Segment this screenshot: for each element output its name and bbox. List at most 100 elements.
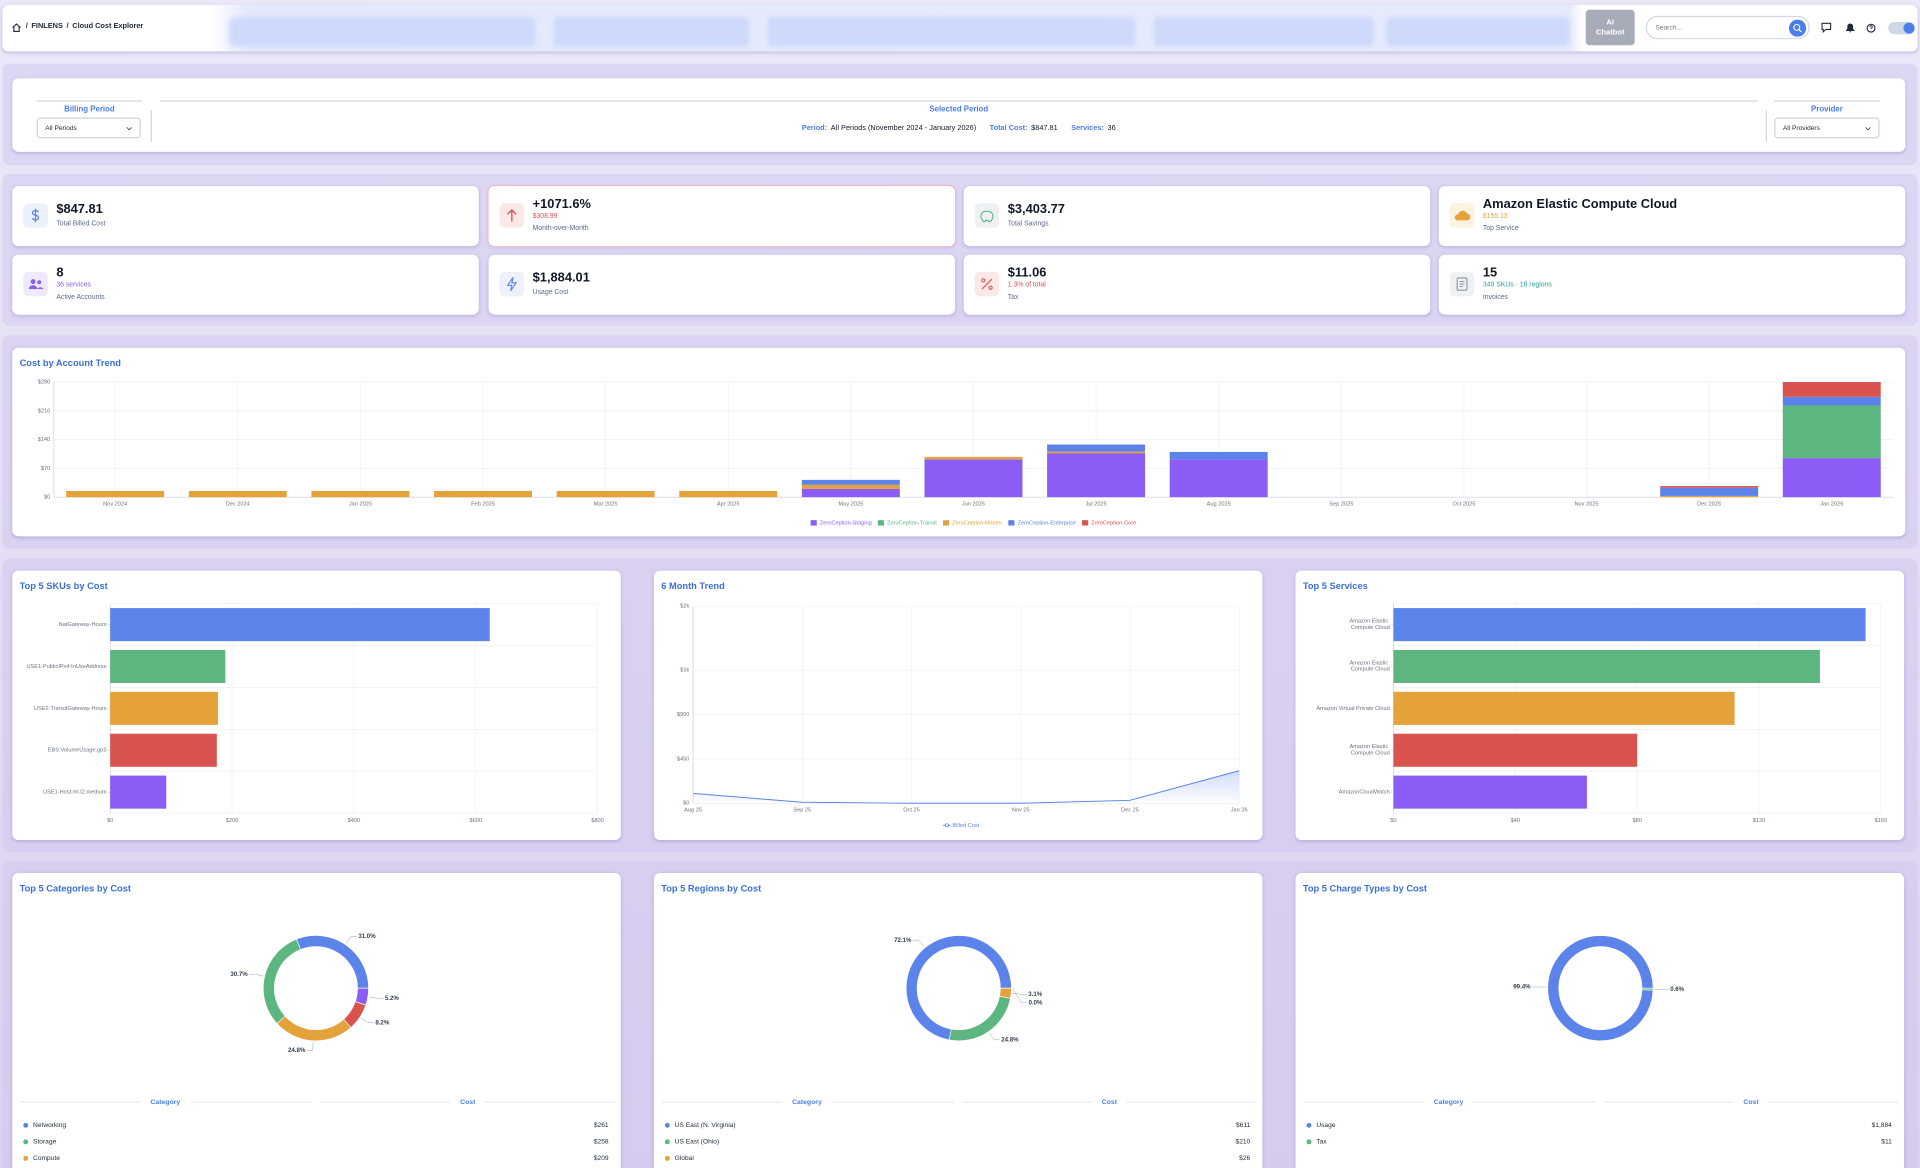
table-cell: Compute	[33, 1155, 60, 1162]
leader-line	[306, 1041, 314, 1051]
nav-blur	[767, 17, 1136, 47]
legend-label: ZeroCeption-Master	[952, 520, 1002, 526]
table-cell: Networking	[33, 1122, 66, 1129]
ai-chatbot-button[interactable]: AI Chatbot	[1585, 9, 1635, 46]
kpi-value: $11.06	[1007, 265, 1047, 281]
x-tick-label: Apr 2025	[717, 501, 740, 507]
x-tick-label: $200	[226, 818, 239, 824]
bar-segment	[1660, 486, 1759, 488]
leader-line	[1012, 993, 1028, 995]
chart-title: Cost by Account Trend	[20, 358, 122, 368]
bar	[110, 691, 219, 725]
line	[693, 770, 1240, 804]
legend-dot	[1306, 1139, 1312, 1145]
y-tick-label: $2k	[680, 604, 689, 610]
breadcrumb-item[interactable]: FINLENS	[31, 23, 63, 31]
bar-segment	[556, 490, 655, 498]
table-cell: US East (N. Virginia)	[675, 1122, 736, 1129]
bar-segment	[924, 459, 1023, 498]
legend-dot	[23, 1155, 29, 1161]
donut-slice	[1641, 987, 1654, 991]
y-tick-label: NatGateway-Hours	[59, 622, 107, 628]
summary-label: Period:	[801, 124, 828, 133]
leader-line	[248, 973, 264, 977]
bar-segment	[66, 490, 165, 498]
legend-label: ZeroCeption-Enterprise	[1017, 520, 1075, 526]
leader-line	[369, 996, 384, 999]
x-tick-label: Aug 25	[684, 807, 702, 813]
kpi-value: $1,884.01	[532, 270, 590, 286]
x-tick-label: $160	[1875, 818, 1888, 824]
legend: ZeroCeption-Staging ZeroCeption-Transit Ze…	[810, 520, 1136, 526]
chart-title: Top 5 Regions by Cost	[661, 883, 761, 893]
y-tick-label: USE1-Host:ml.t2.medium	[43, 790, 107, 796]
chart-title: Top 5 Services	[1303, 581, 1368, 591]
legend-dot	[23, 1122, 29, 1128]
kpi-icon-glyph	[506, 277, 518, 292]
x-tick-label: $120	[1753, 818, 1766, 824]
y-tick-label: EBS:VolumeUsage.gp3	[48, 748, 107, 754]
provider-select[interactable]: All Providers	[1774, 117, 1880, 139]
selected-period-summary: Period: All Periods (November 2024 - Jan…	[160, 125, 1757, 132]
bar-segment	[434, 490, 533, 498]
home-icon[interactable]	[11, 22, 22, 33]
rule	[160, 100, 1758, 102]
donut-slice	[263, 938, 301, 1025]
leader-line	[360, 1017, 375, 1023]
search-box[interactable]: Search...	[1645, 15, 1810, 40]
kpi-icon	[1449, 203, 1475, 228]
chart-title: Top 5 SKUs by Cost	[20, 581, 108, 591]
bar-segment	[1660, 487, 1759, 496]
kpi-label: Total Savings	[1007, 219, 1049, 228]
x-tick-label: Dec 2024	[226, 501, 250, 507]
bar-segment	[1047, 451, 1146, 454]
donut-slice	[343, 1001, 367, 1028]
chart-card	[1295, 873, 1905, 1168]
data-label: 3.1%	[1028, 991, 1042, 998]
data-label: 31.0%	[358, 933, 376, 940]
x-tick-label: Jul 2025	[1085, 501, 1106, 507]
data-label: 24.8%	[1001, 1036, 1019, 1043]
summary-label: Total Cost:	[989, 124, 1028, 133]
nav-blur	[228, 17, 536, 47]
x-tick-label: $400	[348, 818, 361, 824]
kpi-icon	[23, 203, 48, 228]
kpi-card: $1,884.01 Usage Cost	[488, 254, 956, 315]
kpi-icon-glyph	[28, 279, 44, 289]
kpi-icon	[1449, 271, 1475, 297]
x-tick-label: $800	[591, 818, 604, 824]
search-button[interactable]	[1788, 18, 1807, 37]
chart-title: 6 Month Trend	[661, 581, 725, 591]
bar	[1393, 775, 1587, 809]
y-tick-label: $280	[38, 380, 51, 386]
leader-line	[345, 936, 358, 944]
chart-title: Top 5 Charge Types by Cost	[1303, 883, 1427, 893]
kpi-icon	[499, 203, 525, 228]
label-line: Compute Cloud	[1351, 667, 1390, 673]
summary-value: 36	[1107, 124, 1116, 133]
kpi-label: Month-over-Month	[532, 224, 589, 233]
filter-label: Selected Period	[923, 105, 995, 114]
kpi-icon	[974, 203, 1000, 228]
bar	[110, 649, 226, 684]
y-tick-label: AmazonCloudWatch	[1339, 790, 1390, 796]
kpi-sub: $155.13	[1482, 213, 1508, 221]
kpi-value: +1071.6%	[532, 197, 591, 212]
bar	[110, 775, 167, 809]
x-tick-label: $600	[469, 818, 482, 824]
label-line: Compute Cloud	[1351, 625, 1390, 631]
kpi-sub: 1.3% of total	[1007, 281, 1046, 289]
bar-segment	[1782, 396, 1881, 406]
legend-swatch	[877, 520, 884, 526]
donut-slice	[276, 1015, 352, 1042]
billing-period-select[interactable]: All Periods	[36, 117, 141, 139]
x-tick-label: $80	[1632, 818, 1641, 824]
breadcrumb-separator: /	[66, 23, 69, 31]
table-cell: $258	[594, 1139, 609, 1146]
bar-segment	[188, 490, 287, 498]
header-icons[interactable]	[1820, 21, 1920, 36]
kpi-label: Active Accounts	[56, 293, 105, 301]
kpi-icon	[974, 271, 1000, 297]
